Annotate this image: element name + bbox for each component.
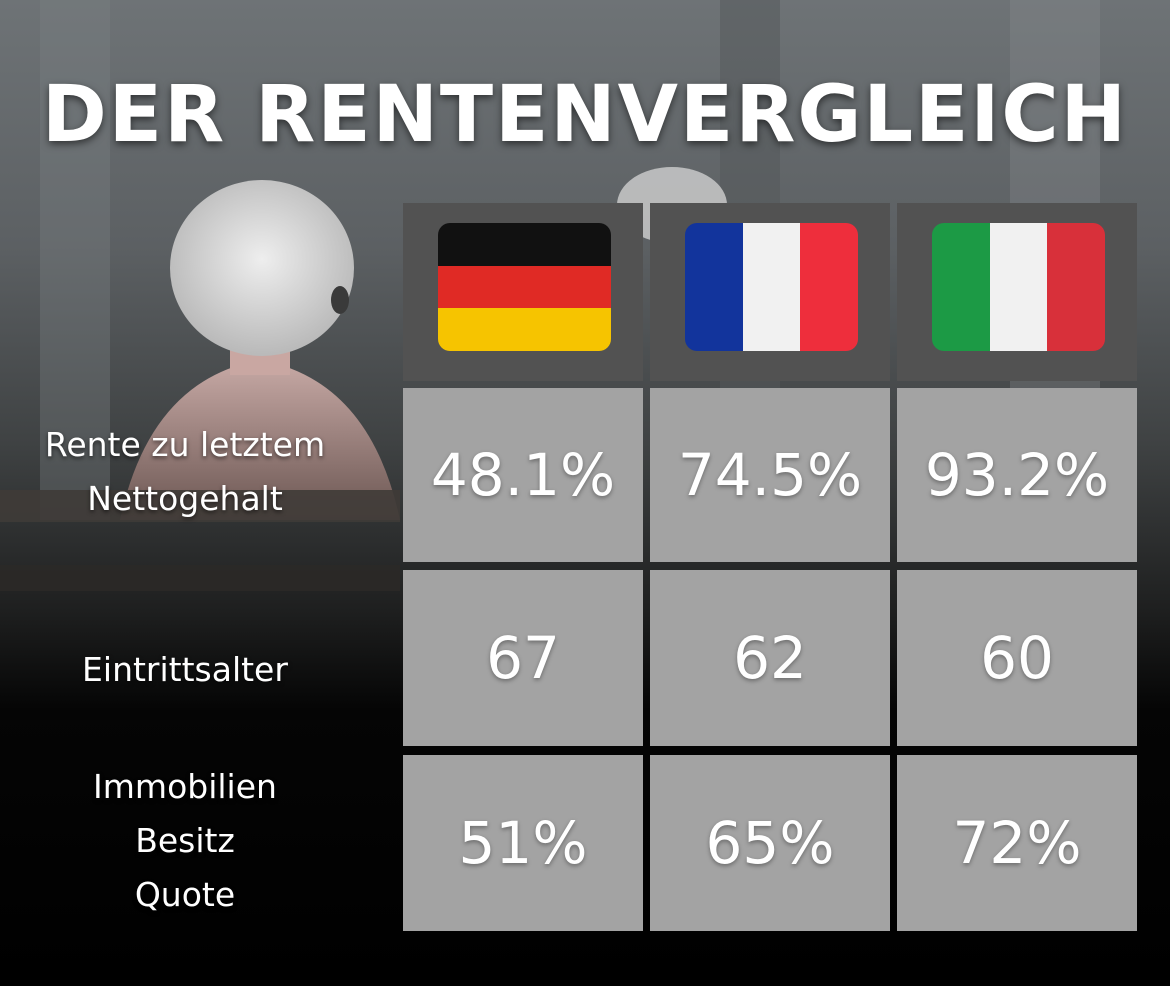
row-label-retirement-age: Eintrittsalter [0,643,370,697]
row-label-line: Rente zu letztem [44,425,326,464]
value-cell-italy: 93.2% [897,388,1137,562]
row-label-line: Besitz [135,821,235,860]
value-cell-germany: 51% [403,755,643,931]
flag-stripe [1047,223,1105,351]
page-title: DER RENTENVERGLEICH [42,70,1128,160]
row-label-pension-ratio: Rente zu letztem Nettogehalt [0,418,370,526]
row-label-line: Immobilien [93,767,277,806]
germany-flag-icon [438,223,611,351]
row-label-line: Nettogehalt [87,479,283,518]
italy-flag-icon [932,223,1105,351]
value-cell-france: 65% [650,755,890,931]
value-cell-italy: 60 [897,570,1137,746]
flag-stripe [438,308,611,351]
flag-stripe [438,223,611,266]
flag-cell-germany [403,203,643,381]
value-cell-germany: 67 [403,570,643,746]
value-cell-italy: 72% [897,755,1137,931]
france-flag-icon [685,223,858,351]
flag-stripe [989,223,1048,351]
flag-cell-italy [897,203,1137,381]
flag-stripe [800,223,858,351]
flag-stripe [438,265,611,309]
value-cell-germany: 48.1% [403,388,643,562]
row-label-line: Quote [134,875,236,914]
value-cell-france: 62 [650,570,890,746]
flag-stripe [742,223,801,351]
flag-stripe [685,223,743,351]
flag-cell-france [650,203,890,381]
row-label-line: Eintrittsalter [82,650,288,689]
value-cell-france: 74.5% [650,388,890,562]
row-label-home-ownership: Immobilien Besitz Quote [0,760,370,922]
flag-stripe [932,223,990,351]
